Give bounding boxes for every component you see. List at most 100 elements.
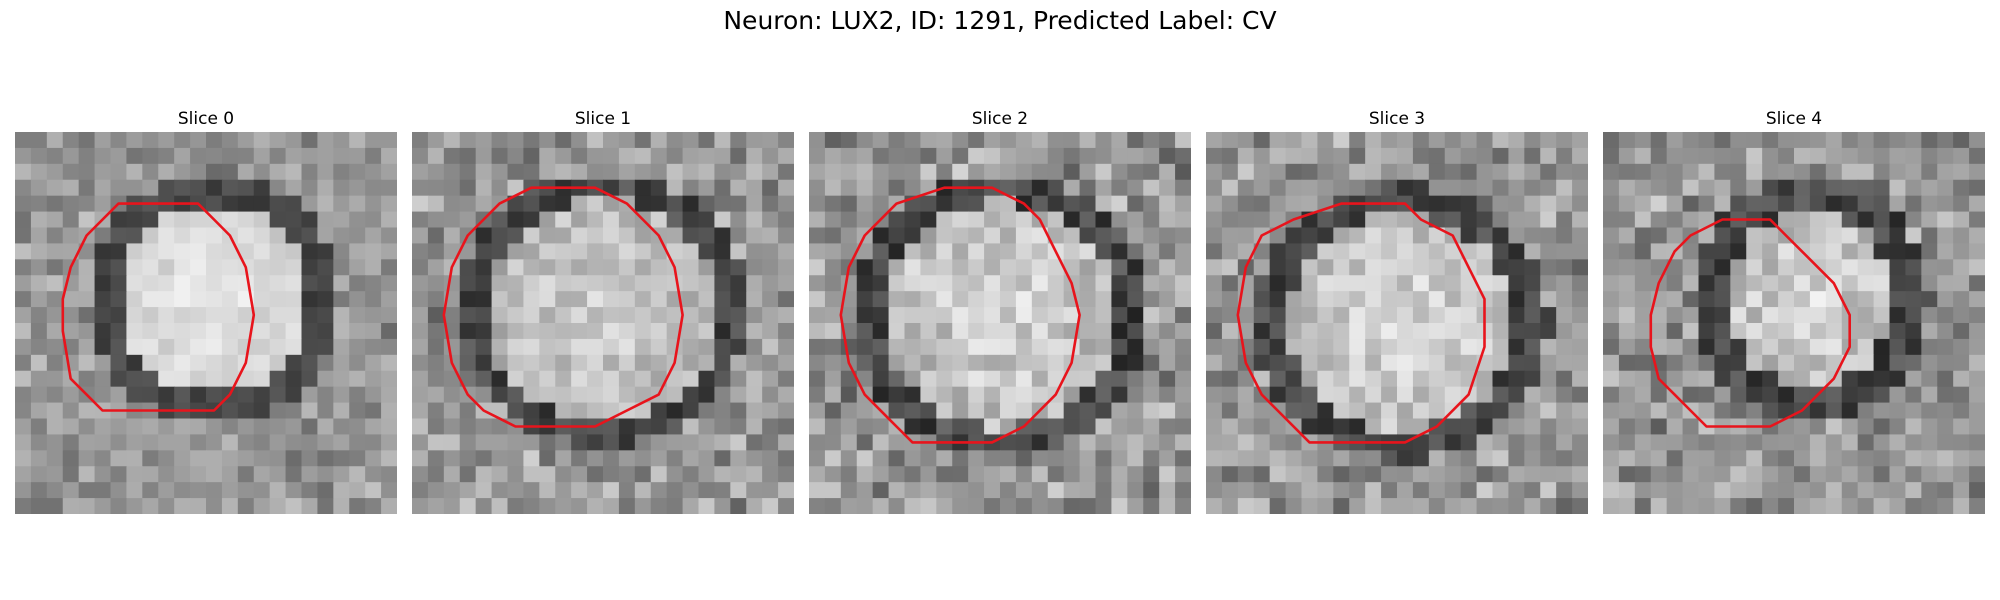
pixel bbox=[872, 227, 890, 245]
pixel bbox=[1285, 434, 1303, 451]
pixel bbox=[1237, 434, 1255, 451]
pixel bbox=[475, 450, 493, 467]
pixel bbox=[1809, 163, 1827, 181]
pixel bbox=[1127, 211, 1144, 229]
pixel bbox=[1381, 227, 1398, 245]
pixel bbox=[1825, 132, 1843, 149]
pixel bbox=[1603, 450, 1620, 467]
pixel bbox=[856, 482, 874, 499]
pixel bbox=[1666, 450, 1684, 467]
pixel bbox=[1714, 402, 1731, 420]
pixel bbox=[253, 163, 271, 181]
pixel bbox=[1111, 338, 1128, 356]
pixel bbox=[904, 338, 922, 356]
pixel bbox=[269, 418, 287, 436]
pixel bbox=[1111, 163, 1128, 181]
pixel bbox=[984, 466, 1001, 483]
pixel bbox=[237, 132, 255, 149]
pixel bbox=[952, 450, 969, 467]
pixel bbox=[587, 482, 604, 499]
pixel bbox=[269, 259, 287, 276]
pixel bbox=[94, 450, 112, 467]
pixel bbox=[317, 323, 334, 340]
pixel bbox=[1794, 275, 1811, 292]
pixel bbox=[1063, 132, 1081, 149]
pixel bbox=[1015, 434, 1033, 451]
pixel bbox=[904, 259, 922, 276]
pixel bbox=[1095, 163, 1113, 181]
pixel bbox=[968, 211, 985, 229]
pixel bbox=[778, 132, 794, 149]
pixel bbox=[1269, 466, 1287, 483]
pixel bbox=[1412, 163, 1430, 181]
pixel bbox=[856, 259, 874, 276]
pixel bbox=[269, 338, 287, 356]
pixel bbox=[1730, 132, 1747, 149]
pixel bbox=[824, 482, 842, 499]
pixel bbox=[1460, 179, 1478, 197]
pixel bbox=[746, 338, 763, 356]
pixel bbox=[1524, 338, 1541, 356]
pixel bbox=[1762, 386, 1779, 404]
pixel bbox=[840, 402, 858, 420]
pixel bbox=[237, 338, 255, 356]
pixel bbox=[78, 498, 96, 514]
pixel bbox=[126, 386, 143, 404]
pixel bbox=[333, 243, 350, 260]
pixel bbox=[1365, 498, 1382, 514]
pixel bbox=[1365, 482, 1382, 499]
pixel bbox=[523, 259, 540, 276]
pixel bbox=[1508, 450, 1525, 467]
pixel bbox=[1428, 466, 1446, 483]
pixel bbox=[539, 307, 556, 324]
pixel bbox=[650, 402, 668, 420]
pixel bbox=[301, 498, 319, 514]
pixel bbox=[1317, 259, 1334, 276]
pixel bbox=[1953, 466, 1970, 483]
pixel bbox=[1095, 498, 1113, 514]
pixel bbox=[142, 291, 159, 308]
pixel bbox=[1143, 498, 1160, 514]
pixel bbox=[968, 291, 985, 308]
pixel bbox=[253, 275, 271, 292]
pixel bbox=[1556, 498, 1573, 514]
pixel bbox=[888, 466, 906, 483]
pixel bbox=[1650, 227, 1668, 245]
pixel bbox=[1841, 482, 1859, 499]
pixel bbox=[968, 450, 985, 467]
pixel bbox=[1841, 466, 1859, 483]
pixel bbox=[1159, 418, 1176, 436]
pixel bbox=[1650, 323, 1668, 340]
pixel bbox=[158, 211, 175, 229]
pixel bbox=[952, 498, 969, 514]
segmentation-contour bbox=[1649, 218, 1851, 428]
pixel bbox=[1778, 147, 1795, 165]
pixel bbox=[920, 323, 937, 340]
pixel bbox=[1301, 275, 1319, 292]
pixel bbox=[1000, 498, 1017, 514]
pixel bbox=[1618, 323, 1636, 340]
pixel bbox=[1524, 243, 1541, 260]
pixel bbox=[555, 450, 572, 467]
pixel bbox=[1937, 418, 1954, 436]
pixel bbox=[1349, 132, 1366, 149]
pixel bbox=[666, 498, 684, 514]
pixel bbox=[1905, 466, 1922, 483]
pixel bbox=[555, 370, 572, 388]
pixel bbox=[1540, 482, 1557, 499]
pixel bbox=[666, 386, 684, 404]
pixel bbox=[1397, 132, 1414, 149]
pixel bbox=[94, 386, 112, 404]
pixel bbox=[1746, 370, 1763, 388]
pixel bbox=[1969, 259, 1985, 276]
pixel bbox=[1730, 275, 1747, 292]
pixel bbox=[1031, 466, 1049, 483]
pixel bbox=[1540, 418, 1557, 436]
pixel bbox=[459, 163, 477, 181]
pixel bbox=[746, 132, 763, 149]
pixel bbox=[698, 434, 716, 451]
pixel bbox=[427, 370, 445, 388]
pixel bbox=[443, 338, 461, 356]
pixel bbox=[1603, 338, 1620, 356]
pixel bbox=[1095, 291, 1113, 308]
